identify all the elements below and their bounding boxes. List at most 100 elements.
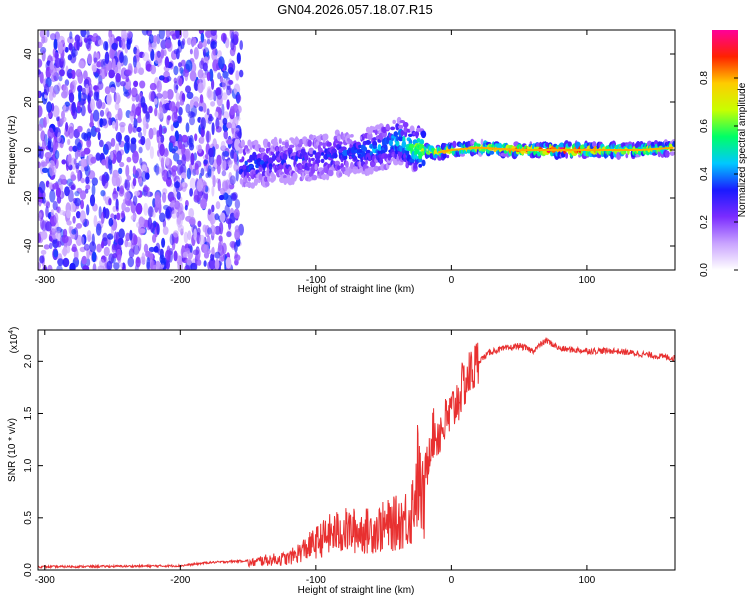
noise-blob [121,38,126,50]
noise-blob [56,265,63,270]
ridge-blob [559,142,565,149]
noise-blob [38,145,42,158]
noise-blob [233,31,239,38]
noise-blob [41,167,49,173]
noise-blob [135,203,143,215]
noise-blob [150,48,155,62]
noise-blob [128,123,133,134]
noise-blob [84,188,89,194]
noise-blob [121,202,126,212]
noise-blob [193,47,199,60]
x-tick-label: 0 [449,575,455,586]
noise-blob [194,133,198,142]
noise-blob [95,223,102,236]
noise-blob [135,256,141,268]
noise-blob [108,198,112,206]
ridge-blob [258,173,263,181]
noise-blob [54,150,60,160]
noise-blob [103,246,110,257]
noise-blob [111,42,118,51]
noise-blob [214,258,220,270]
noise-blob [187,110,195,119]
noise-blob [211,122,215,136]
noise-blob [159,212,166,223]
noise-blob [112,121,116,129]
noise-blob [229,175,236,186]
noise-blob [220,32,227,43]
ridge-blob [625,153,629,159]
spectrogram-x-ticks: -300 -200 -100 0 100 [35,30,596,286]
noise-blob [48,235,53,242]
noise-blob [87,53,93,65]
snr-panel: -300 -200 -100 0 100 0.0 0.5 1.0 1.5 2.0 Height … [7,327,676,596]
noise-blob [163,49,167,57]
noise-blob [148,44,153,52]
noise-blob [215,126,222,133]
ridge-blob [267,141,271,148]
noise-blob [165,39,172,49]
noise-blob [67,154,72,167]
ridge-blob [350,134,354,138]
noise-blob [38,123,43,132]
noise-blob [211,204,215,213]
noise-blob [126,175,131,182]
noise-blob [49,189,56,203]
ridge-blob [372,145,377,149]
ridge-blob [275,146,279,153]
ridge-blob [319,141,323,146]
spectrogram-marks [38,30,675,270]
noise-blob [158,75,165,81]
y-tick-label: 20 [23,96,34,108]
noise-blob [139,80,146,89]
noise-blob [199,94,204,104]
noise-blob [150,222,155,233]
noise-blob [46,30,50,38]
ridge-blob [350,161,354,170]
noise-blob [43,36,48,43]
noise-blob [189,116,195,126]
noise-blob [166,89,174,100]
noise-blob [179,99,185,106]
noise-blob [214,111,219,118]
ridge-blob [267,157,274,165]
ridge-blob [292,172,298,181]
noise-blob [217,178,221,192]
ridge-blob [326,141,332,147]
ridge-blob [537,151,541,157]
noise-blob [204,30,212,39]
noise-blob [45,205,49,218]
noise-blob [78,89,82,103]
colorbar-ticks: 0.0 0.2 0.4 0.6 0.8 [699,71,738,277]
noise-blob [148,34,154,44]
ridge-blob [327,169,334,177]
noise-blob [116,150,122,163]
ridge-blob [419,139,425,145]
ridge-blob [390,126,396,131]
ridge-blob [284,141,289,149]
noise-blob [93,91,99,101]
noise-blob [57,131,61,143]
noise-blob [218,235,223,242]
noise-blob [85,176,90,185]
ridge-blob [316,141,320,147]
noise-blob [61,159,67,165]
noise-blob [100,190,106,197]
noise-blob [181,134,188,143]
snr-x-ticks: -300 -200 -100 0 100 [35,330,596,586]
noise-blob [184,265,191,270]
noise-blob [67,36,74,44]
noise-blob [93,57,98,63]
noise-blob [189,216,196,228]
noise-blob [67,72,73,79]
noise-blob [155,93,163,99]
noise-blob [90,156,97,164]
noise-blob [63,228,68,238]
ridge-blob [670,151,675,157]
ridge-blob [405,159,409,168]
noise-blob [171,112,178,123]
noise-blob [68,225,72,234]
colorbar-gradient [712,30,738,270]
noise-blob [133,80,139,88]
